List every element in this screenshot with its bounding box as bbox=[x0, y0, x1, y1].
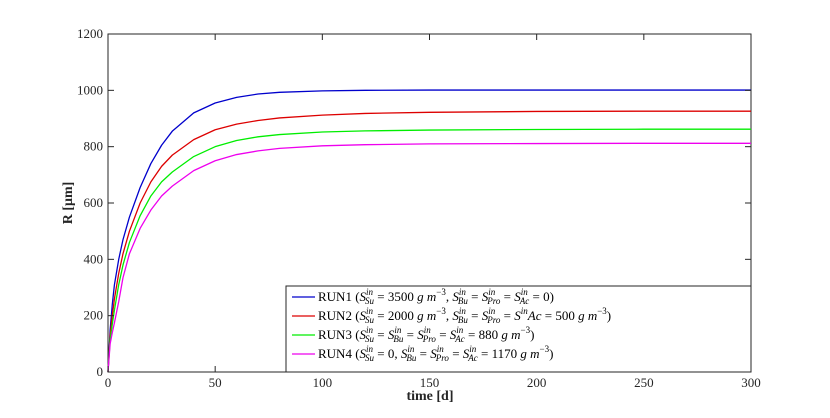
x-tick-label-5: 250 bbox=[634, 375, 654, 390]
series-layer bbox=[107, 89, 751, 373]
legend-box bbox=[285, 285, 752, 373]
y-tick-label-0: 0 bbox=[97, 364, 104, 379]
legend: RUN1 (Sin Su = 3500 g m−3, Sin Bu = Sin Pro… bbox=[285, 285, 752, 373]
legend-label-run1: RUN1 (Sin Su = 3500 g m−3, Sin Bu = Sin Pro… bbox=[318, 287, 554, 306]
series-line-run3 bbox=[107, 128, 751, 373]
legend-label-run3: RUN3 (Sin Su = Sin Bu = Sin Pro = Sin Ac = 8… bbox=[318, 325, 534, 344]
y-tick-label-3: 600 bbox=[84, 195, 104, 210]
x-tick-label-1: 50 bbox=[209, 375, 222, 390]
x-tick-label-0: 0 bbox=[105, 375, 112, 390]
y-tick-label-1: 200 bbox=[84, 308, 104, 323]
y-tick-label-2: 400 bbox=[84, 251, 104, 266]
series-line-run2 bbox=[107, 110, 751, 373]
series-line-run1 bbox=[107, 89, 751, 373]
y-tick-label-5: 1000 bbox=[77, 82, 103, 97]
y-axis-label: R [μm] bbox=[61, 182, 76, 225]
legend-label-run2: RUN2 (Sin Su = 2000 g m−3, Sin Bu = Sin Pro… bbox=[318, 306, 611, 325]
legend-run1-name: RUN1 ( bbox=[318, 289, 360, 304]
x-tick-label-6: 300 bbox=[741, 375, 761, 390]
legend-label-run4: RUN4 (Sin Su = 0, Sin Bu = Sin Pro = Sin Ac … bbox=[318, 344, 553, 363]
y-tick-label-4: 800 bbox=[84, 139, 104, 154]
x-tick-label-4: 200 bbox=[527, 375, 547, 390]
x-tick-label-3: 150 bbox=[420, 375, 440, 390]
y-tick-label-6: 1200 bbox=[77, 26, 103, 41]
x-axis-label: time [d] bbox=[406, 389, 453, 404]
series-line-run4 bbox=[107, 142, 751, 373]
tick-layer: 0 50 100 150 200 250 300 0 200 400 600 800 1000 1200 bbox=[77, 26, 761, 390]
x-tick-label-2: 100 bbox=[313, 375, 333, 390]
